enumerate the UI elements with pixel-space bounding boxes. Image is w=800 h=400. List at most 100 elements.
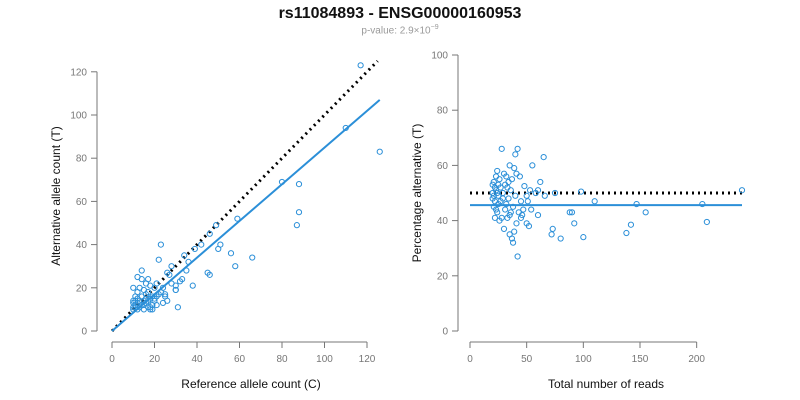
data-point xyxy=(215,245,222,253)
x-tick-label: 150 xyxy=(632,354,649,365)
data-point xyxy=(568,209,576,216)
data-point xyxy=(512,192,519,199)
data-point xyxy=(551,189,559,197)
x-axis-title: Total number of reads xyxy=(548,377,664,391)
data-point xyxy=(505,195,512,202)
data-point xyxy=(627,221,635,228)
y-tick-label: 40 xyxy=(76,240,88,251)
data-point xyxy=(498,145,505,152)
data-point xyxy=(523,220,530,227)
data-point xyxy=(191,245,198,253)
data-point xyxy=(508,176,516,183)
data-point xyxy=(529,162,536,169)
data-point xyxy=(703,218,710,226)
data-point xyxy=(541,192,548,199)
data-point xyxy=(503,200,510,208)
y-tick-label: 100 xyxy=(70,111,87,122)
data-point xyxy=(496,176,503,183)
data-point xyxy=(189,282,196,289)
data-point xyxy=(513,220,520,227)
data-point xyxy=(591,198,598,205)
data-point xyxy=(295,209,303,216)
x-axis-title: Reference allele count (C) xyxy=(181,377,320,391)
chart-subtitle-pvalue: p-value: 2.9×10−9 xyxy=(0,24,800,36)
data-point xyxy=(540,154,547,161)
data-point xyxy=(500,170,508,177)
data-point xyxy=(738,187,746,194)
data-point xyxy=(623,229,630,237)
x-tick-label: 200 xyxy=(688,354,705,365)
data-point xyxy=(548,231,555,238)
data-point xyxy=(506,162,513,169)
y-axis-title: Alternative allele count (T) xyxy=(49,126,63,265)
data-point xyxy=(213,222,220,229)
data-point xyxy=(521,183,528,190)
data-point xyxy=(342,124,349,132)
y-axis-title: Percentage alternative (T) xyxy=(410,124,424,263)
data-point xyxy=(157,289,164,296)
pvalue-exponent: −9 xyxy=(430,24,439,31)
y-tick-label: 120 xyxy=(70,67,87,78)
data-point xyxy=(145,276,152,283)
x-tick-label: 80 xyxy=(276,354,288,365)
data-point xyxy=(517,198,525,205)
data-point xyxy=(140,301,147,309)
data-point xyxy=(642,209,649,216)
data-point xyxy=(557,235,564,242)
data-point xyxy=(577,188,585,195)
data-point xyxy=(515,209,522,216)
data-point xyxy=(142,291,150,298)
data-point xyxy=(130,284,137,291)
data-point xyxy=(164,269,171,276)
x-tick-label: 50 xyxy=(521,354,533,365)
data-point xyxy=(232,263,239,270)
data-point xyxy=(134,273,141,281)
data-point xyxy=(357,62,364,69)
y-tick-label: 20 xyxy=(76,283,88,294)
data-point xyxy=(512,151,519,158)
y-tick-label: 60 xyxy=(437,161,449,172)
data-point xyxy=(580,234,587,241)
x-tick-label: 100 xyxy=(575,354,592,365)
y-tick-label: 80 xyxy=(76,154,88,165)
data-point xyxy=(376,148,383,155)
data-point xyxy=(149,306,156,313)
chart-title: rs11084893 - ENSG00000160953 xyxy=(278,5,522,22)
data-point xyxy=(517,214,525,221)
x-tick-label: 40 xyxy=(191,354,203,365)
data-point xyxy=(490,203,497,210)
data-point xyxy=(130,299,137,307)
right-panel-percentage: 0 50 100 150 200 0 20 40 60 80 100 Total number of … xyxy=(410,51,746,391)
y-tick-label: 20 xyxy=(437,271,449,282)
data-point xyxy=(489,195,496,202)
data-point xyxy=(528,206,535,213)
data-point xyxy=(183,267,190,274)
data-point xyxy=(537,178,544,186)
y-tick-label: 0 xyxy=(442,327,448,338)
data-point xyxy=(494,167,501,175)
left-panel-allele-counts: 0 20 40 60 80 100 120 0 20 40 60 80 100 120 Reference … xyxy=(49,59,383,391)
data-point xyxy=(494,209,501,216)
y-tick-label: 100 xyxy=(431,51,448,62)
data-point xyxy=(234,215,241,222)
data-point xyxy=(514,145,521,152)
data-point xyxy=(496,217,503,224)
data-point xyxy=(130,306,137,313)
data-point xyxy=(571,220,578,227)
y-tick-label: 40 xyxy=(437,216,449,227)
x-tick-label: 60 xyxy=(234,354,246,365)
data-point xyxy=(490,192,497,199)
data-point xyxy=(532,189,539,197)
x-tick-label: 0 xyxy=(467,354,473,365)
data-point xyxy=(511,228,518,235)
data-point xyxy=(204,269,211,276)
data-point xyxy=(549,225,556,232)
data-point xyxy=(174,304,181,311)
data-point xyxy=(249,254,256,261)
data-point xyxy=(130,297,137,304)
data-point xyxy=(566,209,573,216)
data-point xyxy=(699,200,706,208)
data-point xyxy=(168,280,175,287)
data-point xyxy=(505,178,512,186)
